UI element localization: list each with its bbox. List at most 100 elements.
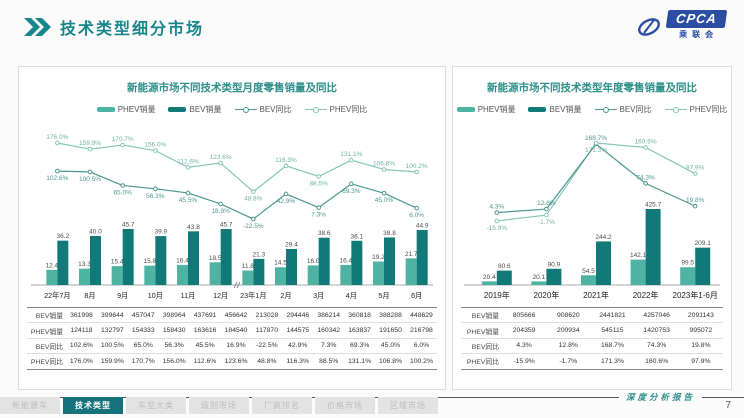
table-cell: 204359	[502, 322, 547, 339]
svg-text:2月: 2月	[280, 291, 291, 300]
table-row: BEV销量 805666 908620 2441821 4257046 2091143	[461, 306, 723, 324]
page-header: 技术类型细分市场	[24, 15, 204, 39]
svg-text:112.6%: 112.6%	[177, 158, 199, 165]
svg-text:12.8%: 12.8%	[537, 200, 556, 207]
svg-text:42.9%: 42.9%	[277, 198, 296, 205]
table-cell: 19.8%	[678, 338, 723, 355]
phev-line-swatch	[304, 107, 327, 113]
table-cell: 112.6%	[189, 353, 221, 370]
svg-text:16.9%: 16.9%	[211, 208, 230, 215]
table-cell: 399644	[96, 306, 128, 324]
table-cell: 456642	[220, 306, 252, 324]
legend-phev-yoy: PHEV同比	[664, 104, 727, 115]
svg-text:16.4: 16.4	[176, 257, 189, 264]
table-cell: 1420753	[634, 322, 679, 339]
svg-text:176.0%: 176.0%	[46, 134, 68, 141]
tab-车型大类[interactable]: 车型大类	[126, 397, 186, 414]
svg-text:20.1: 20.1	[533, 274, 546, 281]
table-row: PHEV同比 176.0% 159.9% 170.7% 156.0% 112.6% 123.…	[27, 353, 437, 370]
svg-text:168.7%: 168.7%	[585, 135, 607, 142]
svg-text:116.3%: 116.3%	[275, 157, 297, 164]
svg-text:29.4: 29.4	[285, 241, 298, 248]
svg-text:-15.9%: -15.9%	[486, 225, 507, 232]
svg-text:11.8: 11.8	[242, 263, 255, 270]
table-cell: 123.6%	[220, 353, 252, 370]
table-cell: 12.8%	[546, 338, 591, 355]
table-cell: 116.3%	[282, 353, 314, 370]
tab-区域市场[interactable]: 区域市场	[378, 397, 438, 414]
svg-text:15.4: 15.4	[111, 259, 124, 266]
table-cell: 448629	[405, 306, 437, 324]
svg-text:36.2: 36.2	[57, 233, 70, 240]
svg-text:123.6%: 123.6%	[210, 154, 232, 161]
svg-text:88.5%: 88.5%	[309, 181, 328, 188]
svg-text:38.6: 38.6	[318, 230, 331, 237]
svg-text:2021年: 2021年	[583, 290, 609, 300]
table-cell: 88.5%	[313, 353, 345, 370]
table-cell: 437691	[189, 306, 221, 324]
svg-text:5月: 5月	[378, 291, 389, 300]
table-cell: 159.9%	[96, 353, 128, 370]
table-cell: 216798	[405, 322, 437, 339]
yearly-data-table: BEV销量 805666 908620 2441821 4257046 2091143 PH…	[461, 306, 723, 370]
table-cell: 200934	[546, 322, 591, 339]
svg-text:6月: 6月	[411, 291, 422, 300]
bev-line-swatch	[234, 107, 257, 113]
table-cell: 361998	[66, 306, 97, 324]
monthly-combo-chart: 12.4 13.3 15.4 15.8 16.4 18.5 11.8 14.5 16.0 16.4…	[31, 134, 433, 300]
table-row: PHEV销量 124118 132797 154333 158430 163616 1845…	[27, 322, 437, 339]
monthly-chart-legend: PHEV销量 BEV销量 BEV同比 PHEV同比	[19, 104, 445, 115]
phev-bar-swatch	[96, 107, 115, 112]
row-header: BEV同比	[27, 338, 66, 355]
svg-text:20.4: 20.4	[483, 274, 496, 281]
svg-text:45.7: 45.7	[220, 222, 233, 229]
yearly-chart-legend: PHEV销量 BEV销量 BEV同比 PHEV同比	[453, 104, 731, 115]
svg-text:16.4: 16.4	[340, 257, 353, 264]
svg-text:102.6%: 102.6%	[46, 175, 68, 182]
svg-text:39.9: 39.9	[155, 229, 168, 236]
svg-text:2020年: 2020年	[534, 290, 560, 300]
monthly-chart-panel: 新能源市场不同技术类型月度零售销量及同比 PHEV销量 BEV销量 BEV同比 …	[18, 66, 446, 390]
svg-text:-22.5%: -22.5%	[243, 223, 264, 230]
tab-厂商排名[interactable]: 厂商排名	[252, 397, 312, 414]
table-cell: 117870	[251, 322, 283, 339]
svg-text:13.3: 13.3	[78, 261, 91, 268]
table-cell: 100.5%	[96, 338, 128, 355]
svg-text:23年1月: 23年1月	[240, 291, 266, 300]
svg-text:171.3%: 171.3%	[585, 147, 607, 154]
table-cell: 56.3%	[158, 338, 190, 355]
tab-价格市场[interactable]: 价格市场	[315, 397, 375, 414]
svg-text:15.8: 15.8	[144, 258, 157, 265]
table-cell: 163616	[189, 322, 221, 339]
table-cell: 545115	[590, 322, 635, 339]
svg-text:45.5%: 45.5%	[179, 197, 198, 204]
table-cell: 154333	[127, 322, 159, 339]
svg-text:18.5: 18.5	[209, 255, 222, 262]
table-cell: 184540	[220, 322, 252, 339]
table-cell: 160.6%	[634, 353, 679, 370]
table-cell: -22.5%	[251, 338, 283, 355]
legend-bev-yoy: BEV同比	[234, 104, 292, 115]
tab-技术类型[interactable]: 技术类型	[63, 397, 123, 414]
cpca-swoosh-icon	[638, 18, 661, 36]
table-cell: 100.2%	[405, 353, 437, 370]
tab-新能源车[interactable]: 新能源车	[0, 397, 60, 414]
table-cell: 131.1%	[344, 353, 376, 370]
svg-text:40.0: 40.0	[89, 228, 102, 235]
tab-级别市场[interactable]: 级别市场	[189, 397, 249, 414]
table-cell: -1.7%	[546, 353, 591, 370]
svg-text:19.8%: 19.8%	[686, 197, 705, 204]
svg-text:56.3%: 56.3%	[146, 193, 165, 200]
phev-bar-swatch	[456, 107, 475, 112]
svg-text:54.5: 54.5	[582, 268, 595, 275]
svg-text:142.1: 142.1	[630, 252, 647, 259]
row-header: PHEV同比	[27, 353, 66, 370]
section-tabbar: 新能源车 技术类型 车型大类 级别市场 厂商排名 价格市场 区域市场	[0, 397, 438, 414]
svg-text:2019年: 2019年	[484, 290, 510, 300]
row-header: PHEV销量	[27, 322, 66, 339]
table-cell: 65.0%	[127, 338, 159, 355]
yearly-chart-panel: 新能源市场不同技术类型年度零售销量及同比 PHEV销量 BEV销量 BEV同比 …	[452, 66, 732, 390]
table-cell: 124118	[66, 322, 97, 339]
svg-text:21.3: 21.3	[253, 251, 266, 258]
